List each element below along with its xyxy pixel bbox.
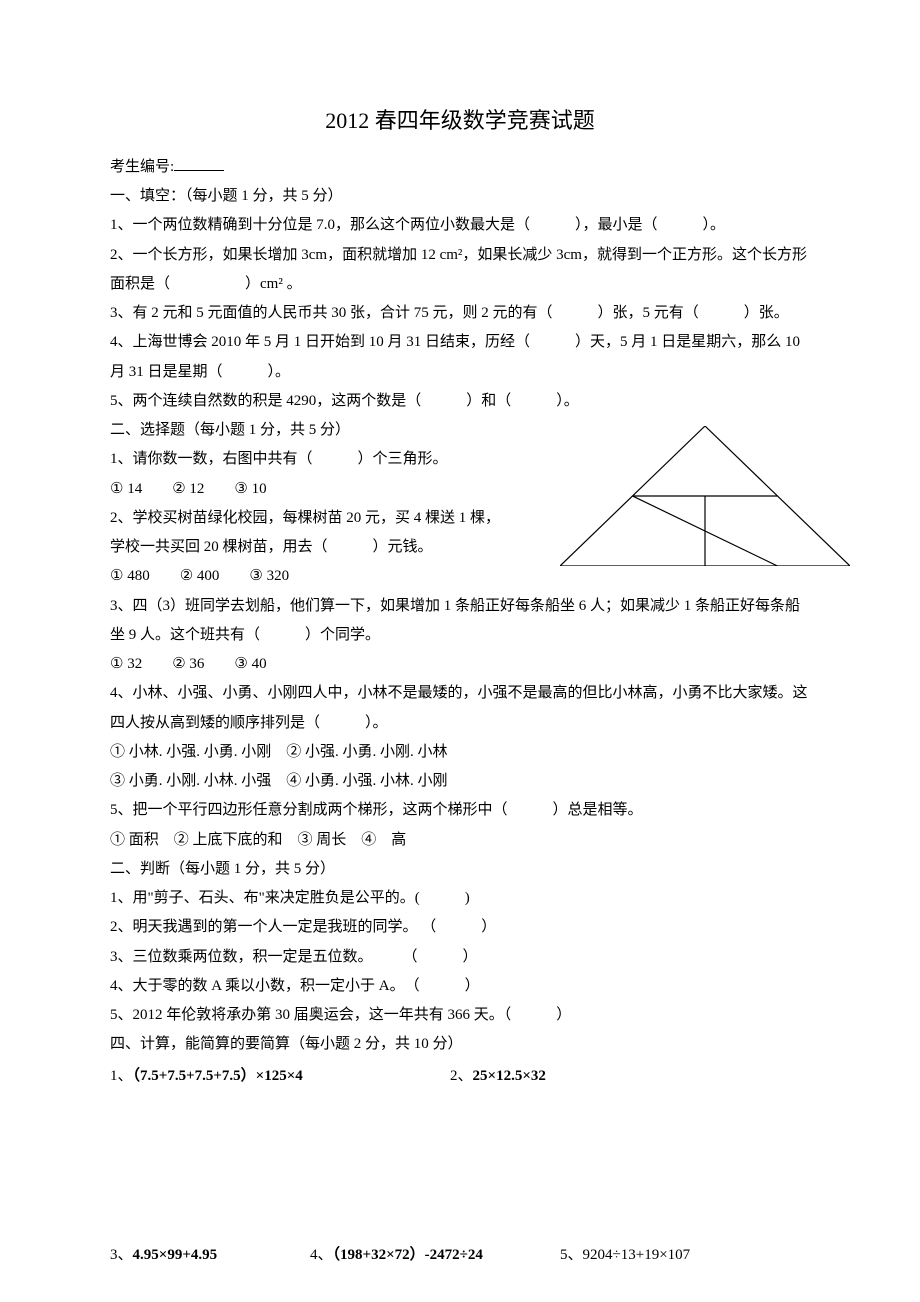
- s2-q3: 3、四（3）班同学去划船，他们算一下，如果增加 1 条船正好每条船坐 6 人；如…: [110, 592, 810, 651]
- s4-q5-label: 5、: [560, 1247, 583, 1263]
- s3-q5: 5、2012 年伦敦将承办第 30 届奥运会，这一年共有 366 天。（ ）: [110, 1001, 810, 1030]
- s1-q1: 1、一个两位数精确到十分位是 7.0，那么这个两位小数最大是（ ），最小是（ ）…: [110, 211, 810, 240]
- s3-q2: 2、明天我遇到的第一个人一定是我班的同学。 （ ）: [110, 913, 810, 942]
- calc-row-1: 1、（7.5+7.5+7.5+7.5）×125×4 2、25×12.5×32: [110, 1062, 810, 1091]
- triangle-figure: [560, 426, 850, 577]
- s2-q5opts: ① 面积 ② 上底下底的和 ③ 周长 ④ 高: [110, 826, 810, 855]
- s1-q2: 2、一个长方形，如果长增加 3cm，面积就增加 12 cm²，如果长减少 3cm…: [110, 241, 810, 300]
- s2-q5: 5、把一个平行四边形任意分割成两个梯形，这两个梯形中（ ）总是相等。: [110, 796, 810, 825]
- s2-q4opts2: ③ 小勇. 小刚. 小林. 小强 ④ 小勇. 小强. 小林. 小刚: [110, 767, 810, 796]
- section2-container: 二、选择题（每小题 1 分，共 5 分） 1、请你数一数，右图中共有（ ）个三角…: [110, 416, 810, 592]
- s4-q2: 2、25×12.5×32: [450, 1062, 810, 1091]
- s4-q4: 4、（198+32×72）-2472÷24: [310, 1241, 560, 1270]
- s2-q4: 4、小林、小强、小勇、小刚四人中，小林不是最矮的，小强不是最高的但比小林高，小勇…: [110, 679, 810, 738]
- page-title: 2012 春四年级数学竞赛试题: [110, 100, 810, 143]
- s3-q4: 4、大于零的数 A 乘以小数，积一定小于 A。 （ ）: [110, 972, 810, 1001]
- s4-q2-label: 2、: [450, 1068, 473, 1084]
- s4-q4-expr: （198+32×72）-2472÷24: [333, 1247, 483, 1263]
- s2-q3opts: ① 32 ② 36 ③ 40: [110, 650, 810, 679]
- s4-q1-expr: （7.5+7.5+7.5+7.5）×125×4: [133, 1068, 303, 1084]
- s4-q4-label: 4、: [310, 1247, 333, 1263]
- examinee-text: 考生编号:: [110, 159, 174, 175]
- s1-q5: 5、两个连续自然数的积是 4290，这两个数是（ ）和（ ）。: [110, 387, 810, 416]
- s4-q3: 3、4.95×99+4.95: [110, 1241, 310, 1270]
- calc-row-2: 3、4.95×99+4.95 4、（198+32×72）-2472÷24 5、9…: [110, 1241, 810, 1270]
- s3-q1: 1、用"剪子、石头、布"来决定胜负是公平的。( ): [110, 884, 810, 913]
- examinee-label: 考生编号:: [110, 153, 810, 182]
- s1-q3: 3、有 2 元和 5 元面值的人民币共 30 张，合计 75 元，则 2 元的有…: [110, 299, 810, 328]
- s1-q4: 4、上海世博会 2010 年 5 月 1 日开始到 10 月 31 日结束，历经…: [110, 328, 810, 387]
- s4-q5: 5、9204÷13+19×107: [560, 1241, 810, 1270]
- s4-q2-expr: 25×12.5×32: [473, 1068, 546, 1084]
- examinee-underline: [174, 156, 224, 171]
- section1-header: 一、填空：（每小题 1 分，共 5 分）: [110, 182, 810, 211]
- s4-q1-label: 1、: [110, 1068, 133, 1084]
- s3-q3: 3、三位数乘两位数，积一定是五位数。 （ ）: [110, 943, 810, 972]
- s4-q3-expr: 4.95×99+4.95: [133, 1247, 218, 1263]
- section3-header: 二、判断（每小题 1 分，共 5 分）: [110, 855, 810, 884]
- triangle-svg: [560, 426, 850, 566]
- s4-q5-expr: 9204÷13+19×107: [583, 1247, 691, 1263]
- s4-q3-label: 3、: [110, 1247, 133, 1263]
- s4-q1: 1、（7.5+7.5+7.5+7.5）×125×4: [110, 1062, 450, 1091]
- s2-q4opts1: ① 小林. 小强. 小勇. 小刚 ② 小强. 小勇. 小刚. 小林: [110, 738, 810, 767]
- section4-header: 四、计算，能简算的要简算（每小题 2 分，共 10 分）: [110, 1030, 810, 1059]
